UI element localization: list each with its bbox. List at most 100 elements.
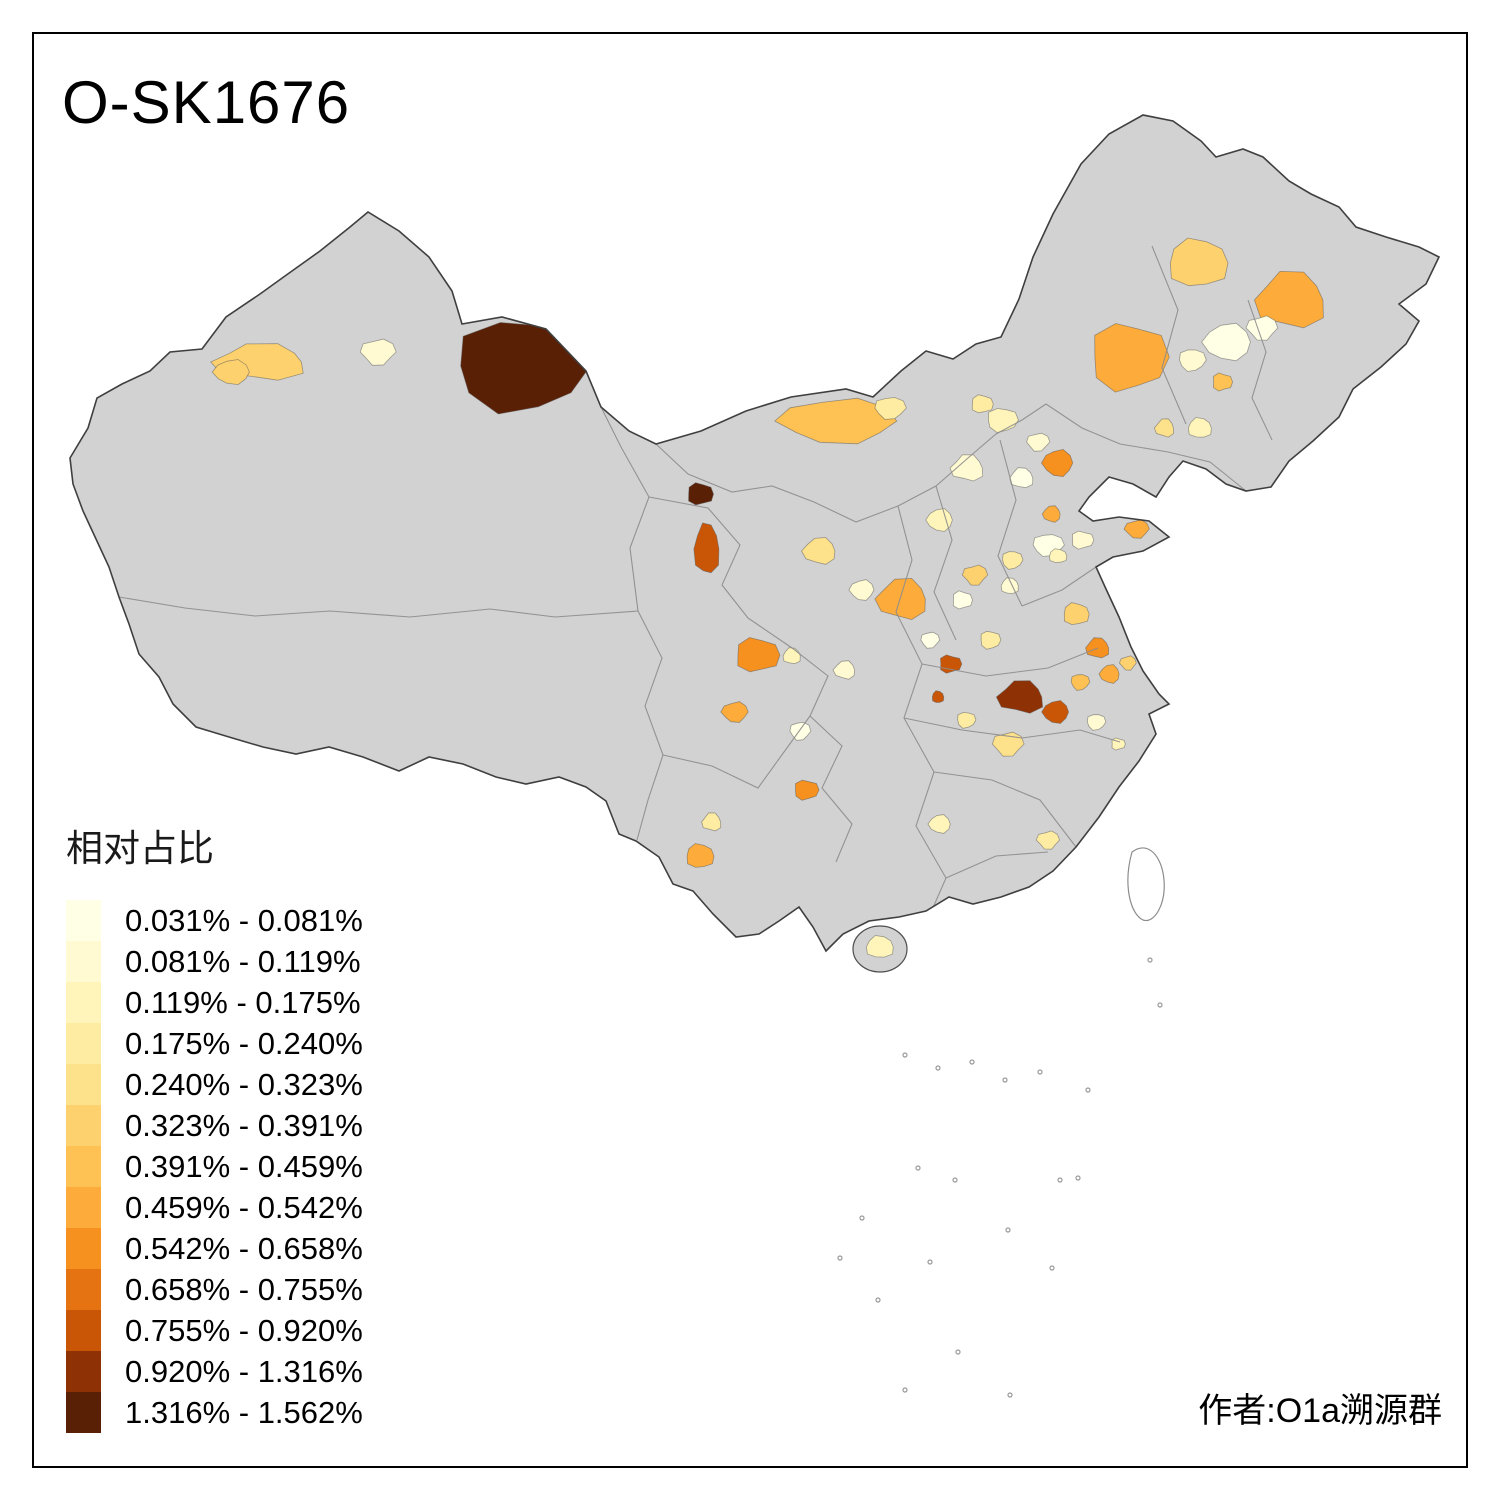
legend-swatch bbox=[66, 982, 101, 1023]
legend-label: 0.031% - 0.081% bbox=[125, 902, 363, 938]
legend-label: 0.175% - 0.240% bbox=[125, 1025, 363, 1061]
legend-swatch bbox=[66, 1023, 101, 1064]
map-region bbox=[1212, 372, 1234, 392]
legend-entry: 0.542% - 0.658% bbox=[66, 1228, 363, 1269]
legend-label: 0.240% - 0.323% bbox=[125, 1066, 363, 1102]
legend: 相对占比 0.031% - 0.081% 0.081% - 0.119% 0.119… bbox=[66, 818, 363, 1433]
legend-label: 0.658% - 0.755% bbox=[125, 1271, 363, 1307]
map-region bbox=[720, 701, 749, 723]
legend-entry: 0.920% - 1.316% bbox=[66, 1351, 363, 1392]
legend-swatch bbox=[66, 1351, 101, 1392]
legend-entries: 0.031% - 0.081% 0.081% - 0.119% 0.119% - 0… bbox=[66, 900, 363, 1433]
legend-label: 0.920% - 1.316% bbox=[125, 1353, 363, 1389]
legend-swatch bbox=[66, 1392, 101, 1433]
legend-entry: 0.081% - 0.119% bbox=[66, 941, 363, 982]
map-region bbox=[686, 843, 715, 868]
map-region bbox=[925, 508, 953, 532]
legend-swatch bbox=[66, 900, 101, 941]
map-region bbox=[995, 680, 1044, 714]
legend-entry: 0.175% - 0.240% bbox=[66, 1023, 363, 1064]
legend-label: 0.081% - 0.119% bbox=[125, 943, 361, 979]
legend-label: 0.391% - 0.459% bbox=[125, 1148, 363, 1184]
map-region bbox=[801, 537, 836, 565]
map-region bbox=[1041, 700, 1070, 724]
map-region bbox=[1035, 830, 1061, 850]
colored-regions-layer bbox=[210, 237, 1324, 958]
legend-title: 相对占比 bbox=[66, 828, 214, 869]
map-region bbox=[1098, 664, 1120, 684]
legend-swatch bbox=[66, 941, 101, 982]
legend-swatch bbox=[66, 1064, 101, 1105]
map-region bbox=[949, 454, 984, 482]
map-region bbox=[211, 359, 250, 386]
map-region bbox=[1063, 602, 1090, 626]
province-borders bbox=[118, 245, 1273, 911]
map-region bbox=[1169, 237, 1229, 287]
map-region bbox=[931, 690, 945, 703]
legend-entry: 0.459% - 0.542% bbox=[66, 1187, 363, 1228]
legend-label: 0.119% - 0.175% bbox=[125, 984, 361, 1020]
legend-label: 0.542% - 0.658% bbox=[125, 1230, 363, 1266]
map-region bbox=[359, 338, 397, 366]
legend-swatch bbox=[66, 1269, 101, 1310]
map-region bbox=[795, 779, 820, 801]
legend-entry: 1.316% - 1.562% bbox=[66, 1392, 363, 1433]
map-region bbox=[1086, 714, 1107, 731]
map-region bbox=[874, 397, 907, 420]
legend-swatch bbox=[66, 1146, 101, 1187]
map-region bbox=[1253, 270, 1324, 329]
legend-entry: 0.119% - 0.175% bbox=[66, 982, 363, 1023]
map-region bbox=[1026, 432, 1051, 452]
map-region bbox=[774, 397, 898, 445]
legend-entry: 0.391% - 0.459% bbox=[66, 1146, 363, 1187]
map-region bbox=[971, 394, 994, 414]
south-china-sea-islets bbox=[837, 957, 1163, 1398]
legend-label: 1.316% - 1.562% bbox=[125, 1394, 363, 1430]
legend-label: 0.323% - 0.391% bbox=[125, 1107, 363, 1143]
map-region bbox=[688, 482, 714, 506]
map-region bbox=[961, 564, 989, 586]
legend-entry: 0.323% - 0.391% bbox=[66, 1105, 363, 1146]
map-region bbox=[1118, 655, 1137, 671]
map-region bbox=[1070, 674, 1091, 691]
map-region bbox=[1094, 323, 1170, 393]
map-region bbox=[1002, 551, 1024, 570]
map-region bbox=[701, 812, 722, 832]
map-region bbox=[693, 522, 720, 574]
map-region bbox=[957, 712, 977, 729]
map-region bbox=[1245, 315, 1279, 341]
map-region bbox=[1201, 322, 1251, 362]
map-region bbox=[1187, 417, 1212, 438]
legend-entry: 0.658% - 0.755% bbox=[66, 1269, 363, 1310]
map-region bbox=[952, 590, 973, 610]
map-region bbox=[1153, 418, 1174, 438]
legend-entry: 0.240% - 0.323% bbox=[66, 1064, 363, 1105]
legend-swatch bbox=[66, 1310, 101, 1351]
legend-swatch bbox=[66, 1228, 101, 1269]
map-region bbox=[927, 814, 951, 834]
map-region bbox=[832, 660, 856, 680]
legend-swatch bbox=[66, 1187, 101, 1228]
map-region bbox=[1071, 530, 1095, 550]
author-credit: 作者:O1a溯源群 bbox=[1198, 1392, 1442, 1430]
legend-entry: 0.755% - 0.920% bbox=[66, 1310, 363, 1351]
map-region bbox=[980, 630, 1002, 650]
map-region bbox=[1049, 548, 1068, 563]
legend-swatch bbox=[66, 1105, 101, 1146]
map-region bbox=[1179, 349, 1207, 372]
taiwan-island bbox=[1127, 847, 1165, 922]
map-region bbox=[991, 731, 1025, 757]
map-region bbox=[865, 935, 894, 958]
page-title: O-SK1676 bbox=[62, 69, 351, 136]
map-region bbox=[1085, 637, 1110, 659]
legend-label: 0.755% - 0.920% bbox=[125, 1312, 363, 1348]
map-region bbox=[1041, 505, 1061, 523]
map-region bbox=[737, 637, 781, 673]
legend-entry: 0.031% - 0.081% bbox=[66, 900, 363, 941]
map-region bbox=[848, 579, 875, 601]
legend-label: 0.459% - 0.542% bbox=[125, 1189, 363, 1225]
map-region bbox=[920, 631, 941, 649]
map-region bbox=[1041, 448, 1074, 478]
